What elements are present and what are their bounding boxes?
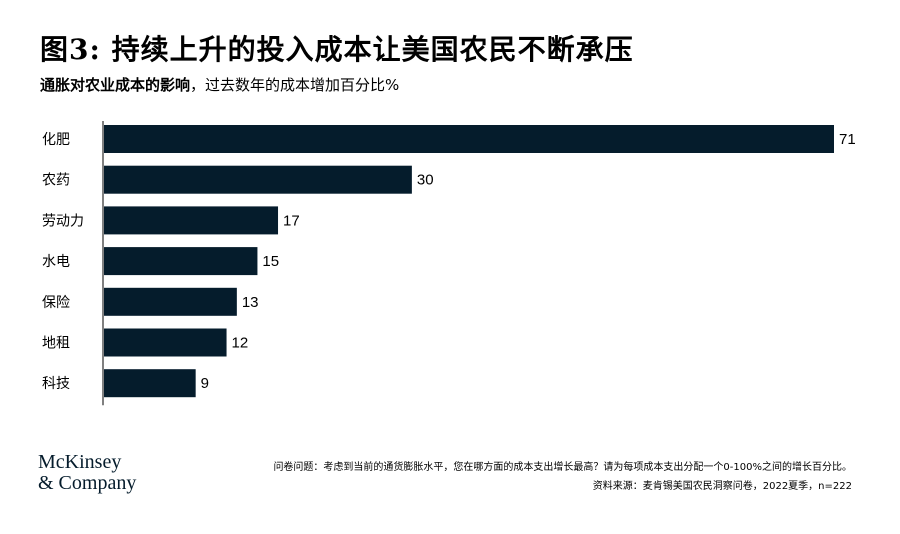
bar	[104, 125, 834, 153]
value-label: 17	[283, 212, 300, 229]
mckinsey-logo: McKinsey & Company	[38, 452, 136, 494]
bar	[104, 369, 196, 398]
category-label: 农药	[42, 173, 70, 189]
bar	[104, 206, 279, 235]
bar	[104, 247, 258, 276]
value-label: 71	[839, 131, 856, 148]
category-label: 劳动力	[42, 213, 84, 229]
value-label: 30	[417, 172, 434, 189]
value-label: 13	[242, 294, 259, 311]
chart-subtitle: 通胀对农业成本的影响，过去数年的成本增加百分比%	[40, 74, 399, 95]
value-label: 12	[232, 335, 249, 352]
brand-line-1: McKinsey	[38, 451, 122, 473]
category-label: 保险	[42, 295, 70, 311]
category-label: 地租	[42, 336, 70, 352]
value-label: 9	[201, 375, 209, 392]
category-label: 水电	[42, 254, 70, 270]
subtitle-rest: ，过去数年的成本增加百分比%	[190, 76, 400, 94]
source-note: 资料来源：麦肯锡美国农民洞察问卷，2022夏季，n=222	[592, 481, 852, 492]
category-label: 科技	[42, 376, 70, 392]
brand-line-2: & Company	[38, 472, 137, 494]
survey-question-note: 问卷问题：考虑到当前的通货膨胀水平，您在哪方面的成本支出增长最高？请为每项成本支…	[273, 462, 852, 473]
subtitle-lead: 通胀对农业成本的影响	[40, 76, 191, 94]
bar	[104, 287, 237, 316]
bar	[104, 165, 412, 194]
bar	[104, 328, 227, 357]
chart-title: 图3: 持续上升的投入成本让美国农民不断承压	[40, 33, 634, 66]
category-label: 化肥	[42, 132, 70, 148]
value-label: 15	[262, 253, 279, 270]
